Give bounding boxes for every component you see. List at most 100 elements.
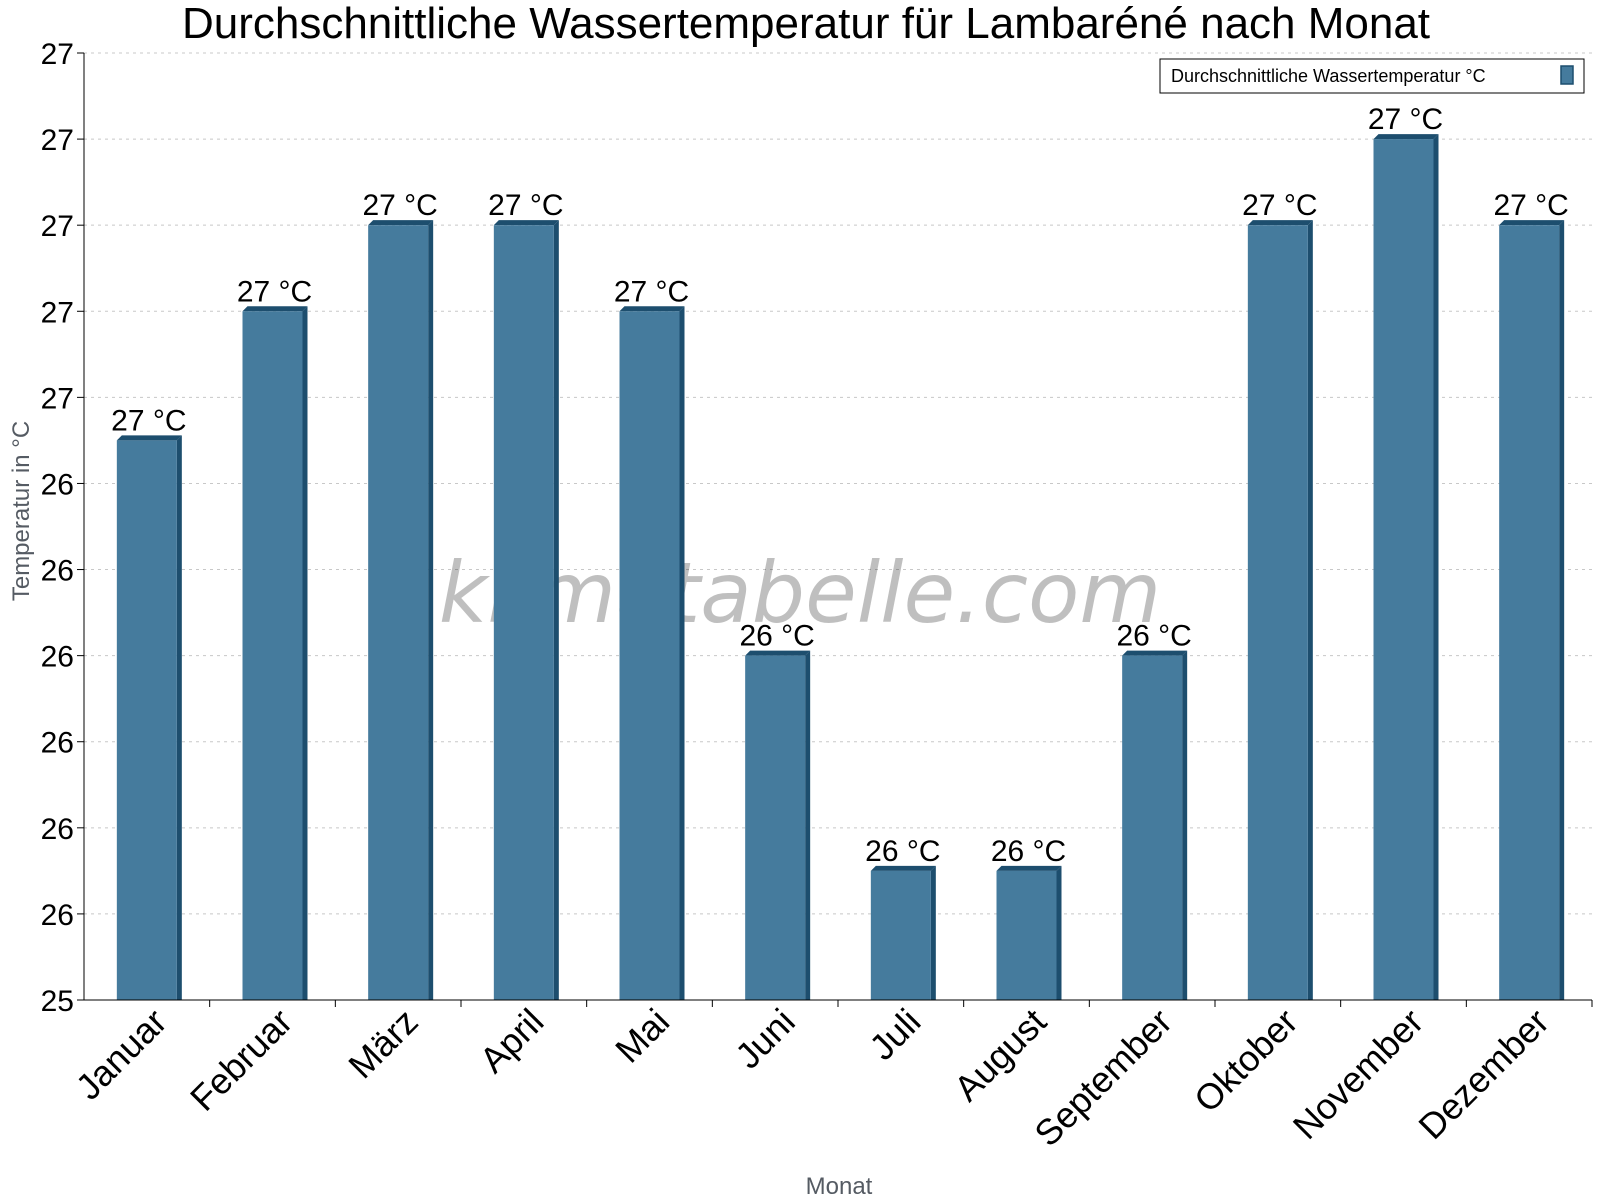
bar-side	[1433, 134, 1439, 1000]
bar-side	[1056, 865, 1062, 1000]
bar	[242, 306, 308, 1001]
bar-top	[368, 220, 434, 226]
y-tick-label: 27	[41, 210, 74, 243]
y-tick-label: 26	[41, 727, 74, 760]
bar	[1373, 134, 1439, 1000]
bar-face	[1122, 655, 1183, 1000]
bar-side	[679, 306, 685, 1001]
data-label: 26 °C	[865, 835, 940, 868]
data-label: 27 °C	[362, 189, 437, 222]
y-tick-label: 26	[41, 468, 74, 501]
bar-top	[619, 306, 685, 312]
bar-side	[1182, 650, 1188, 1000]
x-tick-label: November	[1285, 1001, 1431, 1147]
bar-side	[1307, 220, 1313, 1000]
y-tick-label: 26	[41, 555, 74, 588]
y-tick-label: 26	[41, 641, 74, 674]
data-label: 26 °C	[991, 835, 1066, 868]
bar-face	[745, 655, 806, 1000]
bar	[745, 650, 811, 1000]
bar	[1247, 220, 1313, 1000]
bar-top	[745, 650, 811, 656]
data-label: 27 °C	[614, 275, 689, 308]
data-label: 27 °C	[488, 189, 563, 222]
grid-lines	[84, 52, 1592, 915]
legend-box	[1159, 58, 1585, 94]
x-tick-label: März	[340, 1001, 426, 1087]
axes	[83, 53, 1592, 1001]
bar-top	[1499, 220, 1565, 226]
y-tick-label: 25	[41, 985, 74, 1018]
x-tick-label: Dezember	[1410, 1001, 1556, 1147]
bar-face	[996, 870, 1057, 1000]
data-label: 27 °C	[1493, 189, 1568, 222]
bar-face	[242, 311, 303, 1001]
x-tick-label: April	[472, 1001, 552, 1081]
bar-top	[1373, 134, 1439, 140]
bar-face	[368, 225, 429, 1000]
x-axis-ticks: Januar Februar März April Mai Juni Juli AugustS…	[68, 1000, 1593, 1155]
data-label: 26 °C	[1116, 620, 1191, 653]
x-tick-label: Mai	[607, 1001, 677, 1071]
bar	[996, 865, 1062, 1000]
watermark-text: klimatabelle.com	[439, 544, 1162, 642]
y-tick-label: 27	[41, 296, 74, 329]
bar-side	[428, 220, 434, 1000]
bar-top	[996, 865, 1062, 871]
legend-label: Durchschnittliche Wassertemperatur °C	[1171, 66, 1486, 86]
bar-side	[805, 650, 811, 1000]
x-tick-label: Oktober	[1186, 1001, 1306, 1121]
bar-side	[553, 220, 559, 1000]
x-tick-label: Februar	[182, 1001, 300, 1119]
y-tick-label: 26	[41, 813, 74, 846]
data-label: 26 °C	[739, 620, 814, 653]
watermark-layer: klimatabelle.com	[439, 544, 1162, 642]
bar	[619, 306, 685, 1001]
x-tick-label: September	[1026, 1001, 1180, 1155]
y-tick-label: 27	[41, 124, 74, 157]
legend-swatch	[1560, 65, 1574, 85]
y-tick-label: 27	[41, 382, 74, 415]
bar-side	[176, 435, 182, 1001]
bar-top	[116, 435, 182, 441]
bar-face	[870, 870, 931, 1000]
bar-side	[930, 865, 936, 1000]
bars	[116, 134, 1565, 1001]
bar-face	[116, 440, 177, 1001]
bar-face	[1373, 139, 1434, 1000]
bar-face	[1499, 225, 1560, 1000]
data-label: 27 °C	[111, 404, 186, 437]
bar	[1499, 220, 1565, 1000]
data-label: 27 °C	[1242, 189, 1317, 222]
bar	[1122, 650, 1188, 1000]
x-axis-label: Monat	[806, 1173, 873, 1200]
bar-top	[870, 865, 936, 871]
bar-top	[1122, 650, 1188, 656]
y-tick-label: 26	[41, 899, 74, 932]
bar-side	[302, 306, 308, 1001]
x-tick-label: August	[946, 1001, 1054, 1109]
data-label: 27 °C	[1368, 103, 1443, 136]
x-tick-label: Juni	[727, 1001, 803, 1077]
bar	[116, 435, 182, 1001]
bar-top	[242, 306, 308, 312]
bar-side	[1559, 220, 1565, 1000]
bar-top	[1247, 220, 1313, 226]
bar-face	[619, 311, 680, 1001]
bar-top	[493, 220, 559, 226]
bar-face	[1247, 225, 1308, 1000]
bar	[870, 865, 936, 1000]
data-labels: 27 °C 27 °C 27 °C 27 °C 27 °C 26 °C 26 °C 26 °C…	[111, 103, 1569, 868]
y-axis-label: Temperatur in °C	[8, 421, 35, 601]
y-tick-label: 27	[41, 38, 74, 71]
bar	[368, 220, 434, 1000]
data-label: 27 °C	[237, 275, 312, 308]
bar	[493, 220, 559, 1000]
legend: Durchschnittliche Wassertemperatur °C	[1159, 58, 1585, 94]
x-tick-label: Juli	[861, 1001, 928, 1068]
y-axis-ticks: 25 26 26 26 26 26 26 27 27 27 27 27	[41, 38, 84, 1018]
chart-title: Durchschnittliche Wassertemperatur für L…	[182, 0, 1430, 48]
x-tick-label: Januar	[68, 1001, 175, 1108]
bar-face	[493, 225, 554, 1000]
